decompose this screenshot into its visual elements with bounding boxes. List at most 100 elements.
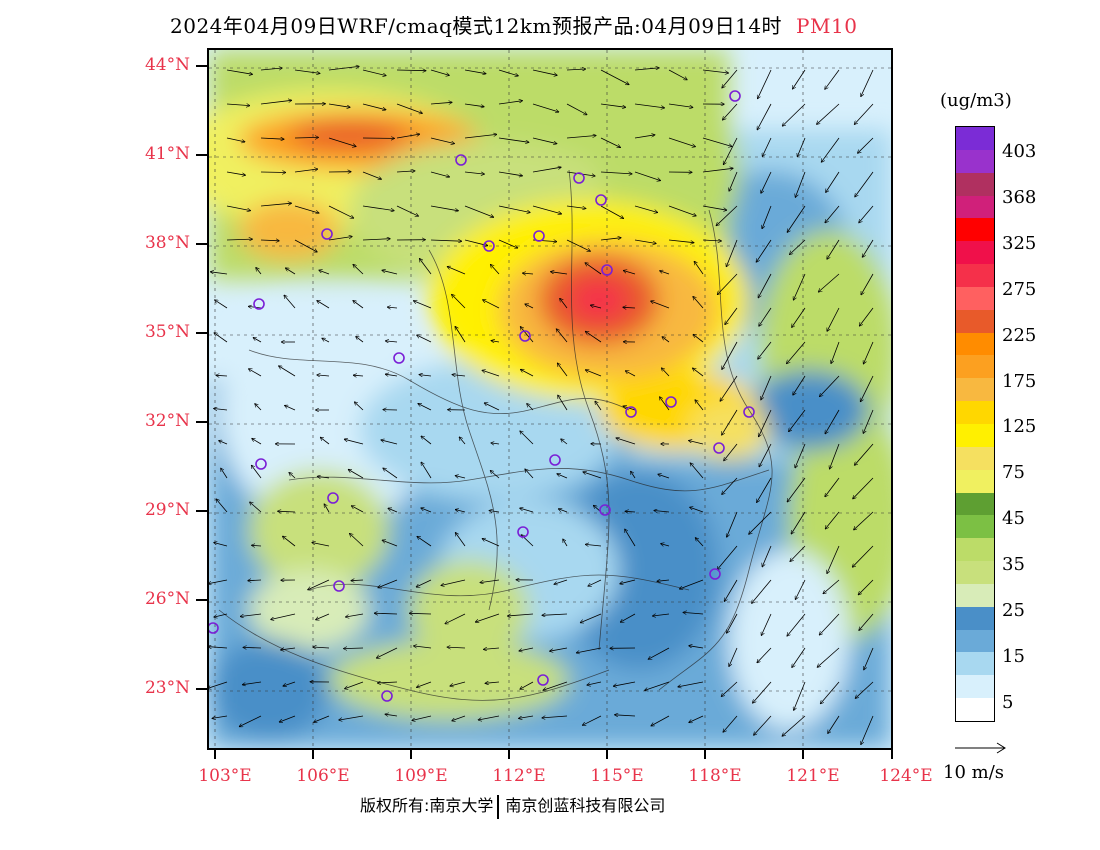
wind-arrow bbox=[283, 536, 296, 547]
wind-arrow bbox=[362, 205, 394, 211]
wind-arrow bbox=[830, 443, 840, 469]
wind-arrow bbox=[634, 68, 659, 71]
wind-arrow bbox=[761, 171, 772, 193]
wind-arrow bbox=[498, 101, 523, 105]
lon-tick bbox=[410, 750, 412, 759]
wind-arrow bbox=[452, 294, 466, 309]
colorbar-segment bbox=[956, 698, 994, 721]
colorbar-segment bbox=[956, 195, 994, 219]
lon-tick bbox=[704, 750, 706, 759]
wind-arrow bbox=[782, 103, 806, 126]
wind-arrow bbox=[447, 647, 466, 648]
wind-arrow bbox=[482, 370, 500, 377]
wind-arrow bbox=[651, 715, 670, 726]
wind-arrow bbox=[668, 205, 696, 216]
colorbar-label: 45 bbox=[1002, 508, 1025, 529]
wind-arrow bbox=[797, 137, 806, 157]
city-marker bbox=[209, 622, 219, 634]
wind-arrow bbox=[600, 69, 629, 85]
wind-arrow bbox=[723, 103, 738, 120]
wind-arrow bbox=[430, 137, 455, 144]
colorbar-segment bbox=[956, 629, 994, 653]
wind-arrow bbox=[416, 579, 432, 587]
wind-arrow bbox=[657, 580, 670, 581]
wind-arrow bbox=[693, 368, 704, 377]
colorbar-segment bbox=[956, 423, 994, 447]
wind-arrow bbox=[716, 205, 738, 226]
wind-arrow bbox=[727, 511, 738, 537]
wind-arrow bbox=[464, 171, 484, 174]
colorbar-label: 15 bbox=[1002, 646, 1025, 667]
wind-arrow bbox=[721, 681, 738, 697]
lat-label-44: 44°N bbox=[144, 55, 190, 75]
wind-arrow bbox=[498, 239, 518, 248]
wind-arrow bbox=[484, 648, 500, 649]
lat-label-26: 26°N bbox=[144, 589, 190, 609]
wind-arrow bbox=[396, 205, 419, 216]
city-marker bbox=[327, 492, 339, 504]
wind-arrow bbox=[221, 468, 228, 479]
colorbar-label: 368 bbox=[1002, 187, 1037, 208]
wind-arrow bbox=[761, 375, 772, 400]
wind-arrow bbox=[430, 171, 450, 177]
wind-arrow bbox=[566, 69, 586, 70]
graticule bbox=[209, 50, 891, 748]
wind-arrow bbox=[320, 437, 330, 445]
wind-arrow bbox=[762, 137, 772, 157]
wind-arrow bbox=[620, 613, 636, 622]
wind-arrow bbox=[490, 471, 500, 479]
wind-arrow bbox=[353, 375, 364, 376]
wind-arrow bbox=[566, 239, 590, 251]
wind-arrow bbox=[590, 305, 602, 309]
wind-arrow bbox=[689, 441, 704, 445]
colorbar-segment bbox=[956, 241, 994, 265]
colorbar-segment bbox=[956, 652, 994, 676]
city-marker bbox=[713, 442, 725, 454]
wind-arrow bbox=[226, 137, 245, 142]
wind-arrow bbox=[858, 137, 874, 153]
city-marker bbox=[455, 154, 467, 166]
lon-tick bbox=[606, 750, 608, 759]
wind-arrow bbox=[693, 296, 704, 309]
wind-arrow bbox=[634, 239, 656, 244]
wind-arrow bbox=[498, 171, 523, 176]
wind-arrow bbox=[631, 471, 636, 479]
wind-arrow bbox=[294, 169, 318, 173]
owner-nju: 南京大学 bbox=[429, 796, 494, 815]
wind-arrow bbox=[668, 103, 693, 107]
wind-arrow bbox=[620, 579, 636, 584]
wind-arrow bbox=[417, 681, 432, 687]
title-main: 2024年04月09日WRF/cmaq模式12km预报产品:04月09日14时 bbox=[170, 14, 783, 38]
city-marker bbox=[333, 580, 345, 592]
wind-arrow bbox=[250, 502, 262, 513]
wind-arrow bbox=[550, 647, 568, 651]
wind-arrow bbox=[388, 508, 398, 513]
wind-arrow bbox=[859, 613, 874, 630]
colorbar-segment bbox=[956, 218, 994, 242]
wind-arrow bbox=[825, 69, 840, 89]
wind-arrow bbox=[623, 271, 636, 275]
wind-arrow bbox=[308, 579, 330, 590]
wind-arrow bbox=[353, 301, 364, 309]
wind-arrow bbox=[362, 171, 382, 179]
wind-arrow bbox=[339, 715, 364, 720]
colorbar-label: 35 bbox=[1002, 554, 1025, 575]
wind-arrow bbox=[278, 511, 296, 512]
wind-arrow bbox=[818, 273, 840, 292]
wind-arrow bbox=[787, 341, 806, 364]
wind-arrow bbox=[759, 307, 772, 326]
colorbar-label: 5 bbox=[1002, 692, 1014, 713]
wind-arrow bbox=[752, 579, 772, 603]
colorbar bbox=[955, 126, 995, 722]
wind-arrow bbox=[634, 103, 665, 108]
wind-arrow bbox=[827, 307, 840, 331]
wind-arrow bbox=[350, 534, 364, 547]
city-marker bbox=[533, 230, 545, 242]
wind-arrow bbox=[693, 334, 704, 343]
wind-arrow bbox=[613, 681, 636, 686]
wind-arrow bbox=[212, 715, 228, 718]
wind-arrow bbox=[226, 171, 246, 175]
wind-arrow bbox=[754, 715, 772, 735]
wind-arrow bbox=[854, 103, 874, 124]
wind-arrow bbox=[346, 613, 364, 617]
